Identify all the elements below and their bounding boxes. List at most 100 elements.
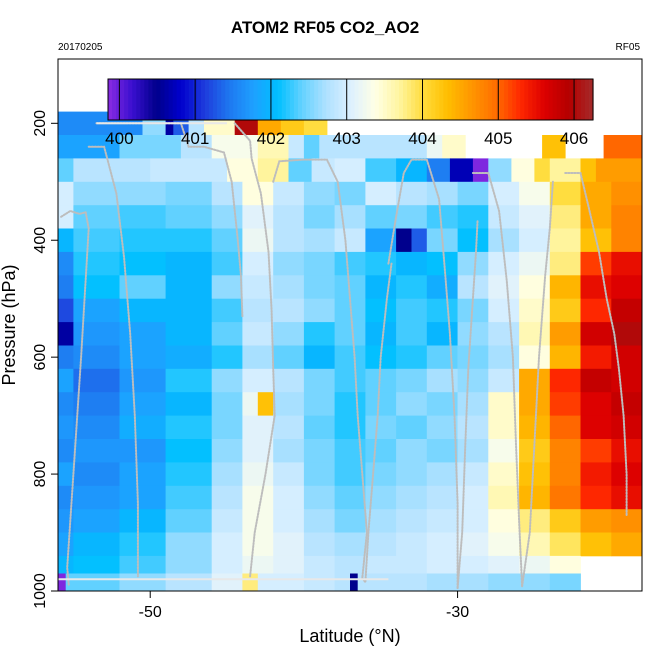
heatmap-cell — [488, 415, 520, 440]
heatmap-cell — [273, 251, 305, 276]
colorbar-swatch — [483, 79, 489, 120]
heatmap-cell — [319, 135, 428, 159]
heatmap-cell — [542, 135, 566, 159]
heatmap-cell — [58, 345, 74, 370]
heatmap-cell — [580, 439, 612, 463]
colorbar-swatch — [544, 79, 550, 120]
heatmap-cell — [73, 181, 120, 206]
heatmap-cell — [519, 228, 551, 253]
heatmap-cell — [365, 462, 397, 487]
heatmap-cell — [303, 205, 335, 229]
heatmap-cell — [580, 322, 612, 346]
chart-title: ATOM2 RF05 CO2_AO2 — [230, 18, 420, 37]
heatmap-cell — [396, 368, 428, 393]
colorbar-swatch — [564, 79, 570, 120]
colorbar-swatch — [568, 79, 574, 120]
heatmap-cell — [426, 368, 458, 393]
heatmap-cell — [595, 158, 642, 183]
colorbar-tick-label: 406 — [560, 129, 588, 148]
colorbar-swatch — [334, 79, 339, 120]
heatmap-cell — [303, 392, 335, 416]
heatmap-cell — [211, 392, 243, 416]
heatmap-cell — [273, 509, 305, 533]
colorbar-swatch — [524, 79, 529, 120]
heatmap-cell — [519, 298, 551, 323]
heatmap-cell — [580, 368, 612, 393]
colorbar-swatch — [576, 79, 582, 120]
colorbar-swatch — [225, 79, 230, 120]
heatmap-cell — [334, 368, 366, 393]
colorbar-swatch — [382, 79, 388, 120]
heatmap-cell — [58, 573, 67, 591]
colorbar-swatch — [479, 79, 485, 120]
heatmap-cell — [242, 275, 274, 300]
colorbar-swatch — [588, 79, 594, 120]
heatmap-cell — [211, 228, 243, 253]
heatmap-cell — [119, 298, 166, 323]
colorbar-swatch — [124, 79, 129, 120]
heatmap-cell — [211, 485, 243, 510]
colorbar-swatch — [330, 79, 335, 120]
colorbar-swatch — [338, 79, 344, 120]
heatmap-cell — [426, 251, 458, 276]
heatmap-cell — [211, 322, 243, 346]
colorbar-swatch — [471, 79, 477, 120]
heatmap-cell — [396, 392, 428, 416]
heatmap-cell — [549, 345, 581, 370]
heatmap-cell — [165, 275, 213, 300]
heatmap-cell — [519, 251, 551, 276]
heatmap-cell — [334, 509, 366, 533]
colorbar-swatch — [354, 79, 360, 120]
heatmap-cell — [211, 462, 243, 487]
heatmap-cell — [211, 573, 243, 591]
heatmap-cell — [58, 251, 74, 276]
colorbar-swatch — [423, 79, 428, 120]
heatmap-cell — [334, 228, 366, 253]
heatmap-cell — [457, 415, 489, 440]
heatmap-cell — [426, 135, 443, 159]
heatmap-cell — [519, 462, 551, 487]
heatmap-cell — [365, 181, 397, 206]
heatmap-cell — [334, 322, 366, 346]
flight-track-segment — [456, 218, 479, 590]
colorbar-swatch — [213, 79, 218, 120]
colorbar-swatch — [378, 79, 384, 120]
heatmap-cell — [549, 573, 581, 591]
heatmap-cell — [257, 158, 289, 183]
colorbar-tick-label: 402 — [257, 129, 285, 148]
heatmap-cell — [365, 532, 397, 557]
colorbar-swatch — [346, 79, 352, 120]
colorbar-swatch — [390, 79, 396, 120]
heatmap-cell — [396, 439, 428, 463]
heatmap-cell — [488, 439, 520, 463]
heatmap-cell — [119, 573, 166, 591]
heatmap-cell — [58, 228, 74, 253]
heatmap-cell — [426, 532, 458, 557]
heatmap-cell — [611, 392, 642, 416]
colorbar-swatch — [310, 79, 315, 120]
colorbar-swatch — [241, 79, 247, 120]
colorbar-swatch — [196, 79, 202, 120]
colorbar-swatch — [431, 79, 436, 120]
heatmap-cell — [273, 532, 305, 557]
heatmap-cell — [549, 322, 581, 346]
heatmap-cell — [242, 251, 274, 276]
heatmap-cell — [519, 345, 551, 370]
colorbar-tick-label: 404 — [408, 129, 436, 148]
heatmap-cell — [334, 485, 366, 510]
flight-track-segment — [87, 145, 139, 578]
heatmap-cell — [119, 462, 166, 487]
heatmap-cells — [58, 111, 642, 591]
heatmap-cell — [549, 228, 581, 253]
heatmap-cell — [426, 345, 458, 370]
colorbar-swatch — [200, 79, 206, 120]
heatmap-cell — [549, 462, 581, 487]
heatmap-cell — [426, 181, 458, 206]
colorbar-swatch — [237, 79, 242, 120]
heatmap-cell — [488, 392, 520, 416]
heatmap-cell — [549, 275, 581, 300]
heatmap-cell — [165, 345, 213, 370]
heatmap-cell — [119, 181, 166, 206]
heatmap-cell — [511, 158, 535, 183]
heatmap-cell — [211, 368, 243, 393]
